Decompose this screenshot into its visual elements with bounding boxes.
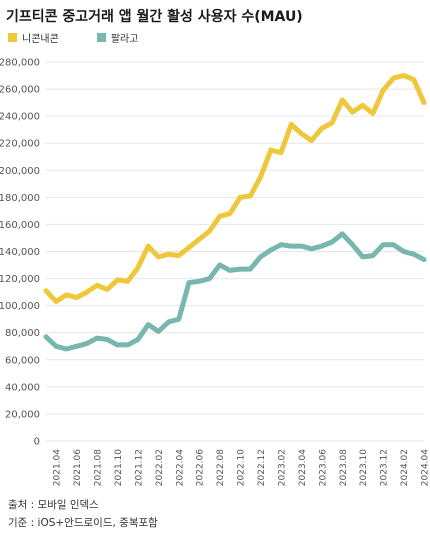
- legend-label-nicon: 니콘내콘: [22, 34, 59, 45]
- legend-swatch-palago: [96, 33, 106, 42]
- x-tick-label: 2022.10: [237, 449, 247, 486]
- x-tick-label: 2024.02: [400, 449, 410, 486]
- x-tick-label: 2023.02: [277, 449, 287, 486]
- y-tick-label: 280,000: [0, 58, 40, 69]
- series-line-nicon: [43, 73, 427, 305]
- y-tick-label: 20,000: [5, 409, 40, 420]
- x-tick-label: 2021.06: [73, 449, 83, 486]
- y-tick-label: 160,000: [0, 220, 40, 231]
- legend-swatch-nicon: [8, 33, 17, 42]
- x-tick-label: 2022.12: [257, 449, 267, 486]
- series-line-palago: [43, 231, 427, 352]
- x-tick-label: 2023.10: [359, 449, 369, 486]
- y-tick-label: 260,000: [0, 85, 40, 96]
- x-tick-label: 2023.06: [318, 449, 328, 486]
- x-tick-label: 2022.02: [155, 449, 165, 486]
- line-chart: 0 20,000 40,000 60,000 80,000 100,000 120,000 1…: [0, 58, 430, 487]
- legend-item-nicon: 니콘내콘: [8, 30, 59, 45]
- y-tick-label: 100,000: [0, 301, 40, 312]
- x-tick-label: 2023.08: [339, 449, 349, 486]
- x-tick-label: 2023.04: [298, 449, 308, 486]
- y-tick-label: 140,000: [0, 247, 40, 258]
- chart-legend: 니콘내콘 팔라고: [8, 30, 176, 45]
- x-tick-label: 2022.06: [196, 449, 206, 486]
- x-tick-label: 2021.08: [94, 449, 104, 486]
- y-tick-label: 60,000: [5, 355, 40, 366]
- x-tick-label: 2021.12: [134, 449, 144, 486]
- y-tick-label: 240,000: [0, 112, 40, 123]
- y-tick-label: 0: [34, 437, 40, 448]
- y-tick-label: 220,000: [0, 139, 40, 150]
- y-tick-label: 120,000: [0, 274, 40, 285]
- y-tick-label: 200,000: [0, 166, 40, 177]
- y-tick-label: 40,000: [5, 382, 40, 393]
- x-tick-label: 2021.04: [53, 449, 63, 486]
- chart-title: 기프티콘 중고거래 앱 월간 활성 사용자 수(MAU): [6, 9, 303, 25]
- x-tick-label: 2023.12: [380, 449, 390, 486]
- x-tick-label: 2024.04: [421, 449, 430, 486]
- y-tick-label: 80,000: [5, 328, 40, 339]
- x-tick-label: 2022.08: [216, 449, 226, 486]
- legend-item-palago: 팔라고: [96, 30, 139, 45]
- x-tick-label: 2022.04: [175, 449, 185, 486]
- legend-label-palago: 팔라고: [110, 34, 139, 45]
- source-note: 출처 : 모바일 인덱스: [8, 499, 99, 511]
- basis-note: 기준 : iOS+안드로이드, 중복포함: [8, 517, 158, 529]
- x-tick-label: 2021.10: [114, 449, 124, 486]
- y-tick-label: 180,000: [0, 193, 40, 204]
